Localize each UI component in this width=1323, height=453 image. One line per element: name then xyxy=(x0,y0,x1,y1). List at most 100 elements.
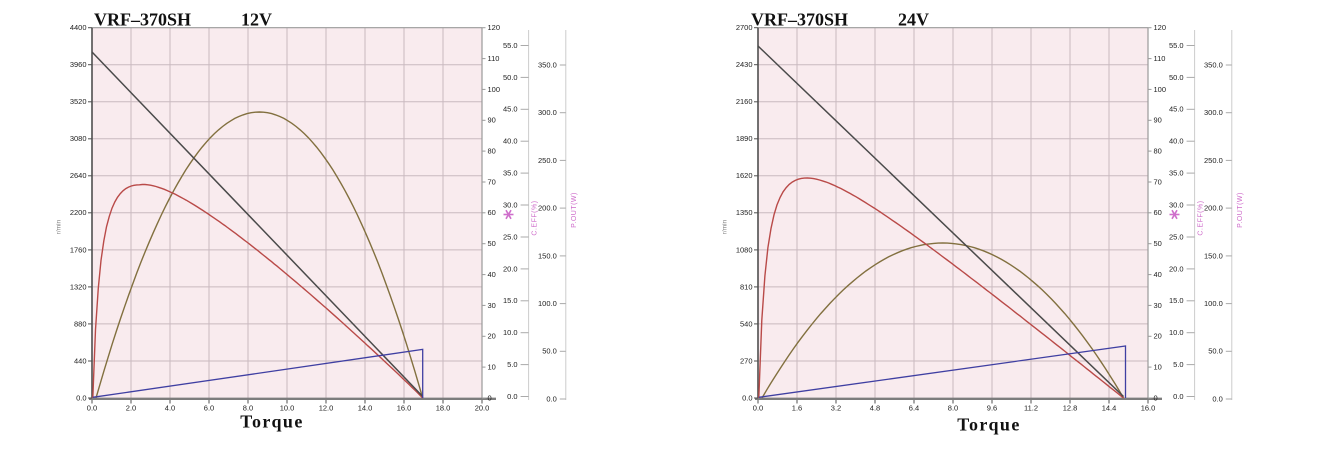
svg-text:250.0: 250.0 xyxy=(1204,156,1223,165)
svg-text:50.0: 50.0 xyxy=(1169,73,1184,82)
svg-text:10.0: 10.0 xyxy=(280,404,295,413)
svg-text:2.0: 2.0 xyxy=(126,404,136,413)
svg-text:4.0: 4.0 xyxy=(165,404,175,413)
svg-text:10.0: 10.0 xyxy=(503,328,518,337)
svg-text:55.0: 55.0 xyxy=(503,41,518,50)
svg-text:1.6: 1.6 xyxy=(792,404,802,413)
svg-text:25.0: 25.0 xyxy=(1169,232,1184,241)
svg-text:r/min: r/min xyxy=(722,219,729,234)
svg-text:6.4: 6.4 xyxy=(909,404,919,413)
svg-text:1350: 1350 xyxy=(736,208,753,217)
svg-text:0.0: 0.0 xyxy=(742,393,752,402)
svg-text:250.0: 250.0 xyxy=(538,156,557,165)
svg-text:40.0: 40.0 xyxy=(1169,137,1184,146)
svg-text:120: 120 xyxy=(1154,23,1167,32)
svg-text:30.0: 30.0 xyxy=(503,200,518,209)
svg-text:100.0: 100.0 xyxy=(538,299,557,308)
svg-text:r/min: r/min xyxy=(56,219,63,234)
svg-text:20: 20 xyxy=(1154,332,1162,341)
svg-text:10: 10 xyxy=(488,363,496,372)
svg-text:1890: 1890 xyxy=(736,134,753,143)
svg-text:2160: 2160 xyxy=(736,97,753,106)
svg-text:70: 70 xyxy=(1154,177,1162,186)
svg-text:50.0: 50.0 xyxy=(1208,347,1223,356)
svg-text:14.0: 14.0 xyxy=(358,404,373,413)
svg-text:2430: 2430 xyxy=(736,60,753,69)
svg-text:70: 70 xyxy=(488,177,496,186)
svg-text:9.6: 9.6 xyxy=(987,404,997,413)
svg-text:1320: 1320 xyxy=(70,282,87,291)
svg-text:15.0: 15.0 xyxy=(1169,296,1184,305)
svg-text:90: 90 xyxy=(488,116,496,125)
svg-text:1760: 1760 xyxy=(70,245,87,254)
svg-text:15.0: 15.0 xyxy=(503,296,518,305)
svg-text:12.0: 12.0 xyxy=(319,404,334,413)
svg-text:110: 110 xyxy=(1154,54,1166,63)
svg-text:40: 40 xyxy=(488,270,496,279)
svg-text:8.0: 8.0 xyxy=(948,404,958,413)
svg-text:Torque: Torque xyxy=(957,415,1020,435)
svg-text:0.0: 0.0 xyxy=(753,404,763,413)
svg-text:100: 100 xyxy=(1154,85,1167,94)
svg-text:P.OUT(W): P.OUT(W) xyxy=(1237,192,1244,228)
svg-text:50: 50 xyxy=(488,239,496,248)
svg-text:110: 110 xyxy=(488,54,500,63)
svg-text:VRF–370SH: VRF–370SH xyxy=(94,10,191,30)
svg-text:0.0: 0.0 xyxy=(87,404,97,413)
svg-text:3960: 3960 xyxy=(70,60,87,69)
svg-text:35.0: 35.0 xyxy=(1169,169,1184,178)
svg-text:0.0: 0.0 xyxy=(1173,392,1183,401)
svg-text:0.0: 0.0 xyxy=(546,394,556,403)
svg-text:200.0: 200.0 xyxy=(1204,204,1223,213)
svg-text:4400: 4400 xyxy=(70,23,87,32)
svg-text:C.EFF(%): C.EFF(%) xyxy=(532,200,539,235)
svg-text:300.0: 300.0 xyxy=(1204,108,1223,117)
svg-text:350.0: 350.0 xyxy=(538,60,557,69)
svg-text:100.0: 100.0 xyxy=(1204,299,1223,308)
svg-text:20.0: 20.0 xyxy=(503,264,518,273)
svg-text:810: 810 xyxy=(740,282,753,291)
svg-text:20.0: 20.0 xyxy=(1169,264,1184,273)
svg-text:10.0: 10.0 xyxy=(1169,328,1184,337)
svg-text:0: 0 xyxy=(1154,393,1158,402)
svg-text:5.0: 5.0 xyxy=(1173,360,1183,369)
svg-text:3.2: 3.2 xyxy=(831,404,841,413)
svg-text:16.0: 16.0 xyxy=(1141,404,1156,413)
svg-text:300.0: 300.0 xyxy=(538,108,557,117)
svg-text:12V: 12V xyxy=(241,10,272,30)
svg-text:6.0: 6.0 xyxy=(204,404,214,413)
svg-text:20: 20 xyxy=(488,332,496,341)
svg-text:0.0: 0.0 xyxy=(1212,394,1222,403)
svg-text:3080: 3080 xyxy=(70,134,87,143)
svg-text:30: 30 xyxy=(1154,301,1162,310)
svg-text:45.0: 45.0 xyxy=(1169,105,1184,114)
svg-text:55.0: 55.0 xyxy=(1169,41,1184,50)
svg-text:440: 440 xyxy=(74,356,87,365)
svg-text:18.0: 18.0 xyxy=(436,404,451,413)
svg-text:270: 270 xyxy=(740,356,753,365)
svg-text:0.0: 0.0 xyxy=(507,392,517,401)
svg-text:P.OUT(W): P.OUT(W) xyxy=(571,192,578,228)
svg-text:24V: 24V xyxy=(898,10,929,30)
svg-text:200.0: 200.0 xyxy=(538,204,557,213)
svg-text:150.0: 150.0 xyxy=(1204,251,1223,260)
svg-text:100: 100 xyxy=(488,85,501,94)
svg-text:12.8: 12.8 xyxy=(1063,404,1078,413)
svg-text:60: 60 xyxy=(488,208,496,217)
svg-text:30.0: 30.0 xyxy=(1169,200,1184,209)
svg-text:45.0: 45.0 xyxy=(503,105,518,114)
svg-text:2700: 2700 xyxy=(736,23,753,32)
svg-text:90: 90 xyxy=(1154,116,1162,125)
svg-text:2640: 2640 xyxy=(70,171,87,180)
svg-text:40: 40 xyxy=(1154,270,1162,279)
svg-text:1620: 1620 xyxy=(736,171,753,180)
svg-text:35.0: 35.0 xyxy=(503,169,518,178)
svg-text:10: 10 xyxy=(1154,363,1162,372)
svg-text:40.0: 40.0 xyxy=(503,137,518,146)
svg-text:0: 0 xyxy=(488,393,492,402)
svg-text:30: 30 xyxy=(488,301,496,310)
svg-text:880: 880 xyxy=(74,319,87,328)
svg-text:C.EFF(%): C.EFF(%) xyxy=(1198,200,1205,235)
svg-text:60: 60 xyxy=(1154,208,1162,217)
svg-text:16.0: 16.0 xyxy=(397,404,412,413)
